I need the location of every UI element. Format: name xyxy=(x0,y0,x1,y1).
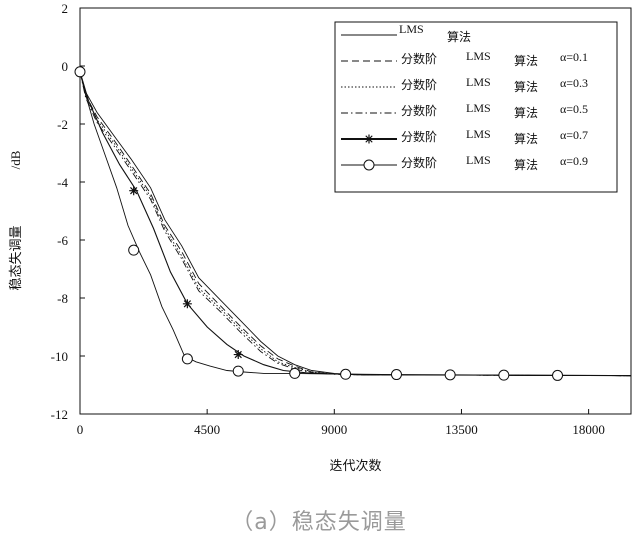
series-5-marker xyxy=(182,299,192,309)
legend-label-method: LMS xyxy=(466,127,491,141)
series-6-marker xyxy=(552,369,564,381)
y-axis-label: 稳态失调量 xyxy=(8,225,24,290)
y-tick-label: 2 xyxy=(62,1,69,16)
x-tick-label: 9000 xyxy=(321,422,347,437)
series-6-marker xyxy=(128,244,140,256)
x-tick-label: 18000 xyxy=(572,422,605,437)
x-tick-label: 13500 xyxy=(445,422,478,437)
legend-box xyxy=(334,21,618,193)
series-6-marker xyxy=(340,368,352,380)
y-tick-label: -4 xyxy=(57,175,68,190)
legend-label-suffix: 算法 xyxy=(514,53,538,68)
y-tick-label: -6 xyxy=(57,233,68,248)
series-6-marker xyxy=(232,365,244,377)
legend-marker-5 xyxy=(364,134,374,144)
series-5-marker xyxy=(129,186,139,196)
legend-label-alpha: α=0.1 xyxy=(560,50,588,64)
legend-label-alpha: α=0.3 xyxy=(560,76,588,90)
y-tick-label: 0 xyxy=(62,59,69,74)
y-tick-label: -2 xyxy=(57,117,68,132)
legend-marker-6 xyxy=(363,159,375,171)
series-6-marker xyxy=(390,369,402,381)
legend-label-prefix: 分数阶 xyxy=(401,77,437,92)
series-6-marker xyxy=(498,369,510,381)
series-6-marker xyxy=(289,367,301,379)
legend-label-suffix: 算法 xyxy=(447,29,471,44)
legend-label-method: LMS xyxy=(466,49,491,63)
legend-label-suffix: 算法 xyxy=(514,105,538,120)
legend-label-prefix: 分数阶 xyxy=(401,51,437,66)
legend-label-alpha: α=0.5 xyxy=(560,102,588,116)
legend-label-alpha: α=0.7 xyxy=(560,128,588,142)
y-tick-label: -10 xyxy=(51,349,68,364)
legend-label-suffix: 算法 xyxy=(514,79,538,94)
series-6-marker xyxy=(444,369,456,381)
legend-label-prefix: 分数阶 xyxy=(401,103,437,118)
y-tick-label: -12 xyxy=(51,407,68,422)
chart-caption: （a）稳态失调量 xyxy=(231,510,407,535)
series-6-marker xyxy=(74,66,86,78)
series-line-3 xyxy=(79,71,632,377)
series-line-4 xyxy=(79,71,632,377)
legend-label-method: LMS xyxy=(466,101,491,115)
y-tick-label: -8 xyxy=(57,291,68,306)
series-5-marker xyxy=(233,350,243,360)
y-axis-unit: /dB xyxy=(8,150,23,169)
legend-label-prefix: 分数阶 xyxy=(401,155,437,170)
legend-label-method: LMS xyxy=(399,22,424,36)
legend-label-prefix: 分数阶 xyxy=(401,129,437,144)
x-tick-label: 4500 xyxy=(194,422,220,437)
series-line-6 xyxy=(79,71,632,377)
legend-label-method: LMS xyxy=(466,75,491,89)
series-line-2 xyxy=(79,71,632,377)
legend-label-suffix: 算法 xyxy=(514,131,538,146)
legend-label-alpha: α=0.9 xyxy=(560,154,588,168)
legend-label-suffix: 算法 xyxy=(514,157,538,172)
x-axis-label: 迭代次数 xyxy=(329,458,381,474)
plot-frame xyxy=(79,7,632,415)
series-6-marker xyxy=(181,353,193,365)
legend-label-method: LMS xyxy=(466,153,491,167)
x-tick-label: 0 xyxy=(77,422,84,437)
